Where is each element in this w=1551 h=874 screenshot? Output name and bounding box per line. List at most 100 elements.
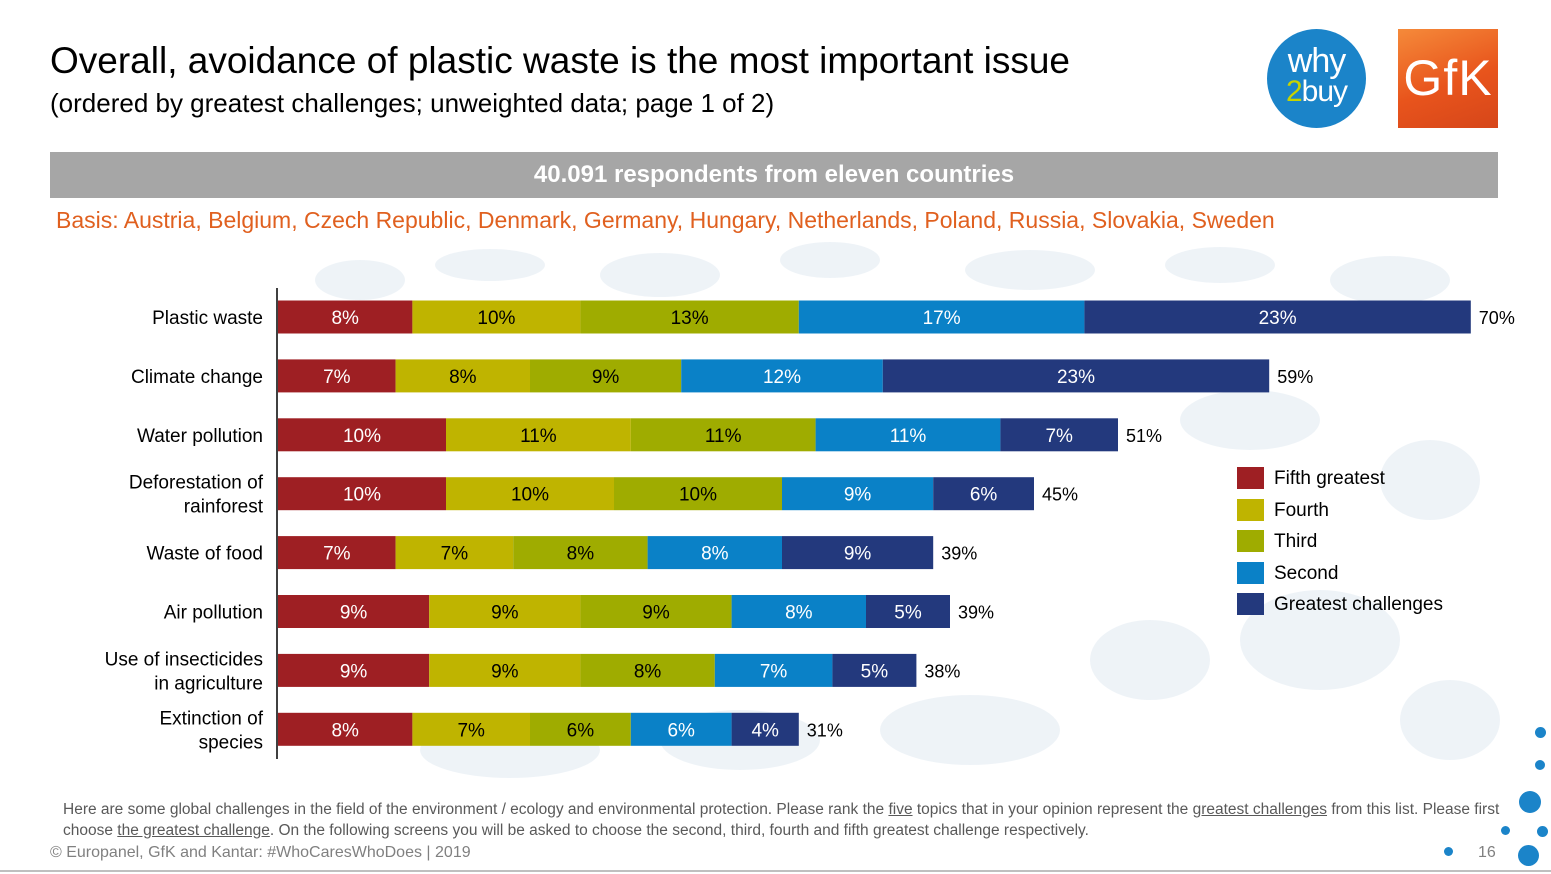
data-label-third: 9% xyxy=(592,367,620,388)
basis-countries: Basis: Austria, Belgium, Czech Republic,… xyxy=(56,207,1275,233)
decorative-dot xyxy=(1519,791,1541,813)
bar-segment-fourth xyxy=(412,300,581,334)
bar-segment-second xyxy=(782,477,934,511)
bar-segment-fourth xyxy=(429,595,581,628)
data-label-fifth: 9% xyxy=(340,603,368,624)
labels-layer: Plastic waste 8% 10% 13% 17% 23% 70% Climate ch… xyxy=(105,308,1515,753)
data-label-third: 10% xyxy=(679,485,717,506)
plastic-bottles-background-decoration xyxy=(315,242,1500,778)
bar-segment-fourth xyxy=(395,536,514,570)
legend-label-second: Second xyxy=(1274,562,1339,584)
bar-segment-greatest xyxy=(933,477,1034,511)
question-part-2: topics that in your opinion represent th… xyxy=(912,801,1193,818)
bar-segment-fifth xyxy=(278,595,430,628)
bar-segment-second xyxy=(630,712,732,746)
bar-segment-second xyxy=(798,300,1085,334)
data-label-fourth: 11% xyxy=(520,426,557,447)
data-label-fifth: 9% xyxy=(340,661,368,682)
decorative-dot xyxy=(1444,847,1453,856)
total-label: 31% xyxy=(807,720,843,740)
why2buy-logo: why 2buy xyxy=(1267,29,1366,128)
bar-segment-fourth xyxy=(412,712,530,746)
legend-swatch-fifth xyxy=(1237,467,1264,489)
bar-segment-greatest xyxy=(866,595,950,628)
data-label-third: 9% xyxy=(642,603,670,624)
bar-segment-fifth xyxy=(278,359,396,393)
bars-layer xyxy=(278,300,1471,746)
category-label: Use of insecticides in agriculture xyxy=(105,649,263,694)
total-label: 39% xyxy=(941,544,977,564)
data-label-second: 9% xyxy=(844,485,872,506)
category-label: Waste of food xyxy=(146,544,263,565)
copyright-footer: © Europanel, GfK and Kantar: #WhoCaresWh… xyxy=(50,844,471,861)
bar-segment-second xyxy=(815,418,1001,452)
data-label-third: 8% xyxy=(634,661,662,682)
bar-segment-third xyxy=(530,359,682,393)
data-label-fifth: 7% xyxy=(323,544,351,565)
bar-segment-third xyxy=(580,300,799,334)
data-label-fourth: 9% xyxy=(491,661,519,682)
legend-label-third: Third xyxy=(1274,531,1318,552)
bar-segment-fifth xyxy=(278,418,446,452)
data-label-greatest: 5% xyxy=(894,603,922,624)
why2buy-logo-buy-text: buy xyxy=(1301,75,1348,108)
data-label-fourth: 9% xyxy=(491,603,519,624)
category-label: Water pollution xyxy=(137,426,263,447)
data-label-greatest: 23% xyxy=(1057,367,1095,388)
data-label-greatest: 4% xyxy=(751,720,779,741)
bar-segment-greatest xyxy=(782,536,934,570)
respondents-banner: 40.091 respondents from eleven countries xyxy=(50,152,1498,198)
bar-segment-fourth xyxy=(446,477,614,511)
bar-segment-fifth xyxy=(278,536,396,570)
question-underline-greatest-challenges: greatest challenges xyxy=(1192,801,1328,818)
bar-segment-third xyxy=(580,595,732,628)
bar-segment-greatest xyxy=(832,653,917,687)
why2buy-logo-why: why xyxy=(1287,42,1346,80)
bar-segment-third xyxy=(580,653,715,687)
legend-label-greatest: Greatest challenges xyxy=(1274,594,1443,615)
decorative-dot xyxy=(1501,826,1510,835)
data-label-second: 8% xyxy=(785,603,813,624)
total-label: 59% xyxy=(1277,367,1313,387)
bar-segment-fifth xyxy=(278,653,430,687)
bar-segment-third xyxy=(530,712,631,746)
bar-segment-fourth xyxy=(446,418,631,452)
bar-segment-third xyxy=(513,536,648,570)
data-label-fourth: 7% xyxy=(457,720,485,741)
bar-segment-greatest xyxy=(882,359,1270,393)
bar-segment-second xyxy=(681,359,883,393)
data-label-fifth: 8% xyxy=(331,720,359,741)
total-label: 38% xyxy=(924,661,960,681)
data-label-second: 6% xyxy=(667,720,695,741)
bar-segment-fifth xyxy=(278,712,413,746)
gfk-logo: GfK xyxy=(1398,29,1498,128)
data-label-greatest: 7% xyxy=(1045,426,1073,447)
bar-segment-second xyxy=(647,536,782,570)
data-label-third: 6% xyxy=(567,720,595,741)
legend-swatch-second xyxy=(1237,561,1264,584)
bar-segment-fifth xyxy=(278,477,446,511)
data-label-fifth: 10% xyxy=(343,426,381,447)
decorative-dot xyxy=(1537,826,1548,837)
data-label-second: 8% xyxy=(701,544,729,565)
bar-segment-third xyxy=(614,477,782,511)
decorative-dot xyxy=(1518,845,1539,866)
data-label-second: 11% xyxy=(890,426,927,447)
legend-label-fourth: Fourth xyxy=(1274,499,1329,521)
decorative-dot xyxy=(1535,727,1546,738)
data-label-fifth: 10% xyxy=(343,485,381,506)
bar-segment-greatest xyxy=(1084,300,1471,334)
page-number: 16 xyxy=(1478,844,1496,861)
data-label-greatest: 6% xyxy=(970,485,998,506)
data-label-greatest: 5% xyxy=(861,661,889,682)
data-label-third: 13% xyxy=(671,308,709,329)
data-label-second: 12% xyxy=(763,367,801,388)
bar-segment-fifth xyxy=(278,300,413,334)
legend-label-fifth: Fifth greatest xyxy=(1274,468,1385,489)
category-label: Climate change xyxy=(131,367,263,388)
legend-swatch-fourth xyxy=(1237,498,1264,521)
data-label-greatest: 23% xyxy=(1259,308,1297,329)
question-part-1: Here are some global challenges in the f… xyxy=(63,801,889,818)
question-part-3: from this list. Please first choose xyxy=(63,801,1500,839)
